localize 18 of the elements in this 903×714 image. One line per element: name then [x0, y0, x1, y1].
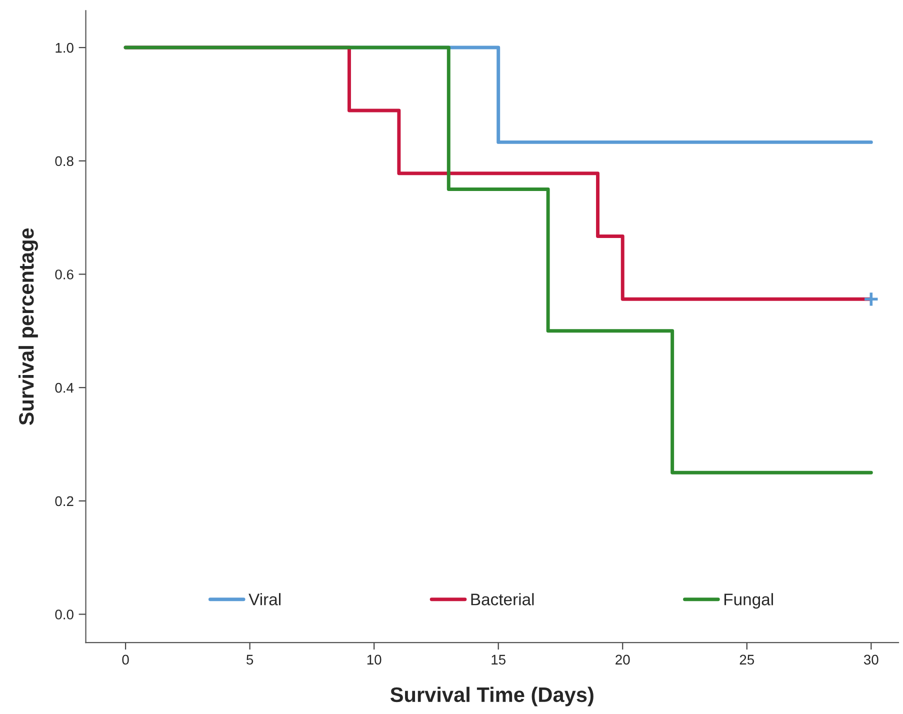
x-tick-label: 25 [740, 654, 754, 665]
x-tick-label: 30 [864, 654, 878, 665]
legend-label: Bacterial [471, 593, 534, 606]
y-tick-label: 1.0 [56, 42, 74, 53]
y-tick-label: 0.0 [55, 610, 74, 620]
x-tick-label: 20 [616, 654, 630, 665]
legend-label: Viral [248, 593, 280, 606]
y-tick-label: 0.8 [55, 156, 74, 166]
y-tick-label: 0.4 [55, 382, 74, 393]
x-tick-label: 15 [492, 654, 506, 665]
y-tick-label: 0.6 [55, 270, 74, 280]
y-axis-title: Survival percentage [18, 228, 38, 426]
x-tick-label: 0 [122, 654, 129, 665]
y-tick-label: 0.2 [55, 496, 74, 506]
x-tick-label: 5 [246, 654, 254, 665]
legend-label: Fungal [724, 593, 773, 609]
x-tick-label: 10 [367, 654, 382, 665]
x-axis-title: Survival Time (Days) [390, 686, 594, 706]
